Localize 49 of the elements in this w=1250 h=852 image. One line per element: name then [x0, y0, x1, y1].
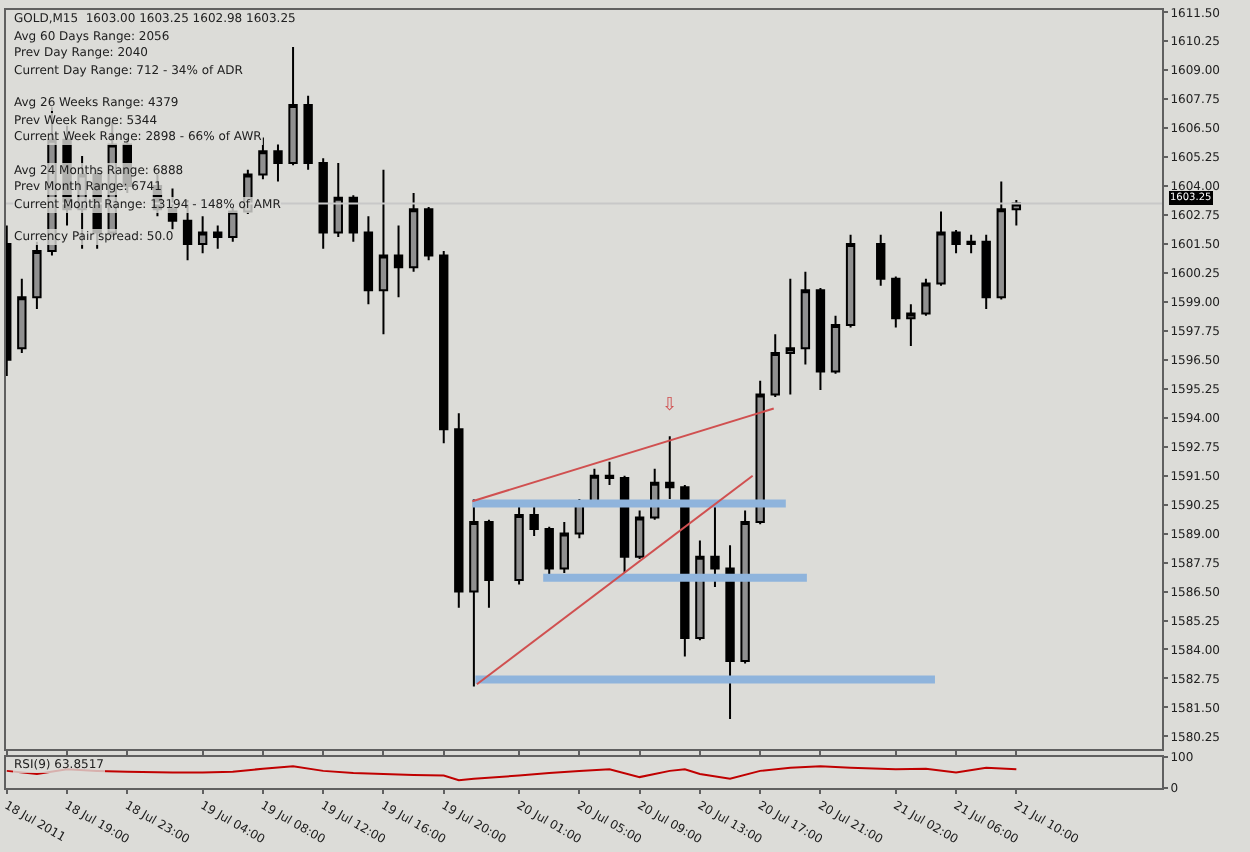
- candlestick: [273, 143, 283, 183]
- candlestick: [966, 233, 976, 255]
- candlestick: [544, 525, 554, 579]
- candlestick: [333, 161, 343, 239]
- candlestick: [906, 303, 916, 347]
- candlestick: [514, 502, 524, 586]
- candlestick: [17, 277, 27, 354]
- candlestick: [378, 168, 389, 336]
- candlestick: [665, 435, 675, 500]
- candlestick: [393, 224, 404, 299]
- candlestick: [484, 518, 494, 609]
- candlestick: [800, 270, 811, 366]
- candlestick: [740, 509, 750, 665]
- annotation: ⇩: [662, 396, 678, 416]
- candlestick: [559, 521, 569, 575]
- candlestick: [815, 287, 826, 391]
- candlestick: [423, 205, 434, 262]
- candlestick: [1011, 198, 1022, 227]
- candlestick: [318, 157, 328, 250]
- candlestick: [303, 94, 313, 171]
- candlestick: [710, 502, 720, 588]
- candlestick: [258, 136, 268, 181]
- candlestick: [936, 210, 946, 287]
- candlestick: [891, 275, 901, 329]
- candlestick: [996, 180, 1006, 301]
- candlestick: [288, 46, 298, 167]
- candlestick: [363, 215, 374, 306]
- candlestick: [921, 277, 931, 317]
- candlestick: [695, 539, 705, 642]
- candlestick: [634, 509, 645, 561]
- candlestick: [529, 502, 539, 537]
- candlestick: [785, 277, 795, 396]
- candlestick: [348, 194, 359, 243]
- candlestick: [755, 379, 765, 526]
- candlestick: [32, 240, 42, 310]
- candlestick: [770, 333, 780, 398]
- candlestick: [439, 249, 449, 445]
- candlestick: [604, 460, 615, 486]
- candlestick: [197, 215, 208, 255]
- candlestick: [830, 314, 841, 375]
- candlestick: [469, 497, 479, 688]
- candlestick: [951, 229, 961, 255]
- candlestick: [213, 224, 223, 250]
- candlestick: [876, 233, 886, 287]
- candlestick: [454, 412, 464, 609]
- candlestick: [981, 233, 991, 310]
- candlestick: [845, 233, 856, 329]
- candlestick: [408, 192, 419, 273]
- candlestick: [725, 544, 735, 720]
